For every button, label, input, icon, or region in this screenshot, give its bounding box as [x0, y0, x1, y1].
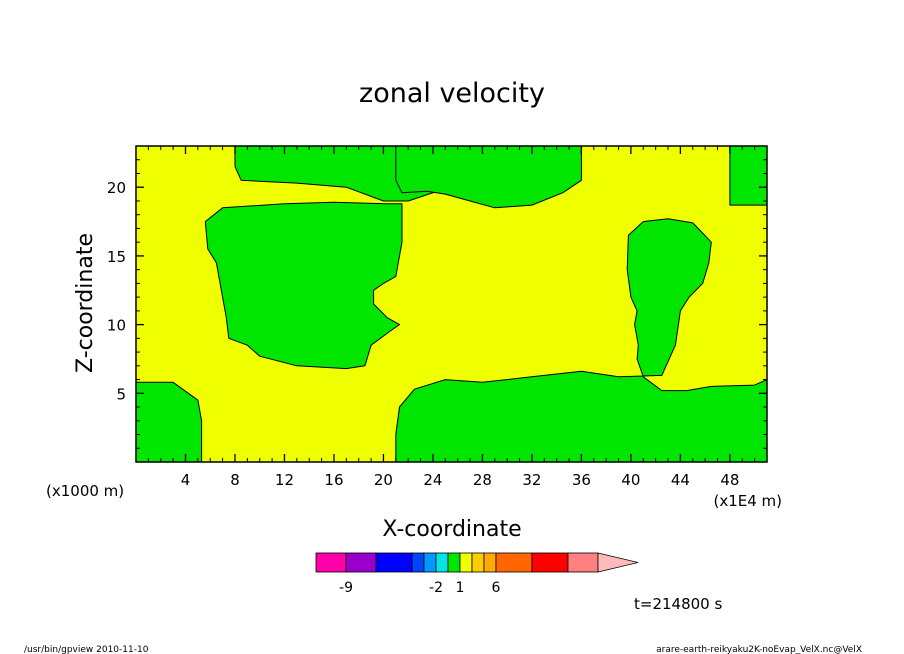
- colorbar-label: 6: [492, 580, 501, 596]
- colorbar-arrow: [597, 552, 639, 573]
- colorbar-label: 1: [456, 580, 465, 596]
- y-tick-label: 10: [107, 317, 126, 335]
- negative-region-5: [729, 146, 767, 206]
- colorbar-segment: [375, 552, 413, 573]
- footer-left: /usr/bin/gpview 2010-11-10: [24, 645, 149, 654]
- x-tick-label: 28: [473, 471, 492, 489]
- colorbar-segment: [345, 552, 377, 573]
- x-tick-label: 48: [720, 471, 739, 489]
- x-tick-label: 40: [621, 471, 640, 489]
- negative-region-4: [395, 218, 767, 462]
- plot-area: [136, 146, 767, 462]
- x-axis-label: X-coordinate: [382, 517, 521, 542]
- x-tick-label: 12: [275, 471, 294, 489]
- colorbar-segment: [435, 552, 449, 573]
- colorbar-segment: [483, 552, 497, 573]
- time-annotation: t=214800 s: [634, 595, 722, 613]
- colorbar-segment: [471, 552, 485, 573]
- colorbar-segment: [567, 552, 599, 573]
- plot-frame: [135, 145, 768, 463]
- x-tick-label: 16: [324, 471, 343, 489]
- x-axis: 4 8 12 16 20 24 28 32 36 40 44 48: [147, 146, 756, 489]
- x-tick-label: 32: [522, 471, 541, 489]
- negative-region-3: [395, 146, 582, 209]
- y-tick-label: 15: [107, 248, 126, 266]
- colorbar-segment: [411, 552, 425, 573]
- x-tick-label: 8: [230, 471, 240, 489]
- contour-regions: [136, 146, 767, 462]
- y-axis-label: Z-coordinate: [73, 233, 98, 373]
- colorbar-segment: [495, 552, 533, 573]
- colorbar-segment: [423, 552, 437, 573]
- colorbar-segment: [447, 552, 461, 573]
- y-tick-label: 20: [107, 179, 126, 197]
- negative-region-2: [204, 201, 403, 370]
- x-tick-label: 20: [374, 471, 393, 489]
- negative-region-0: [136, 381, 203, 462]
- y-axis: 5 10 15 20: [107, 159, 767, 449]
- x-tick-label: 36: [572, 471, 591, 489]
- colorbar-segment: [315, 552, 347, 573]
- x-tick-label: 44: [671, 471, 690, 489]
- colorbar-label: -9: [339, 580, 353, 596]
- x-tick-label: 24: [423, 471, 442, 489]
- y-unit-note: (x1000 m): [46, 482, 124, 500]
- chart-title: zonal velocity: [359, 78, 545, 109]
- colorbar-label: -2: [429, 580, 443, 596]
- y-tick-label: 5: [116, 385, 126, 403]
- x-tick-label: 4: [181, 471, 191, 489]
- colorbar-segment: [459, 552, 473, 573]
- colorbar-segment: [531, 552, 569, 573]
- footer-right: arare-earth-reikyaku2K-noEvap_VelX.nc@Ve…: [656, 645, 862, 654]
- colorbar: -9 -2 1 6: [315, 552, 639, 596]
- x-unit-note: (x1E4 m): [713, 492, 782, 510]
